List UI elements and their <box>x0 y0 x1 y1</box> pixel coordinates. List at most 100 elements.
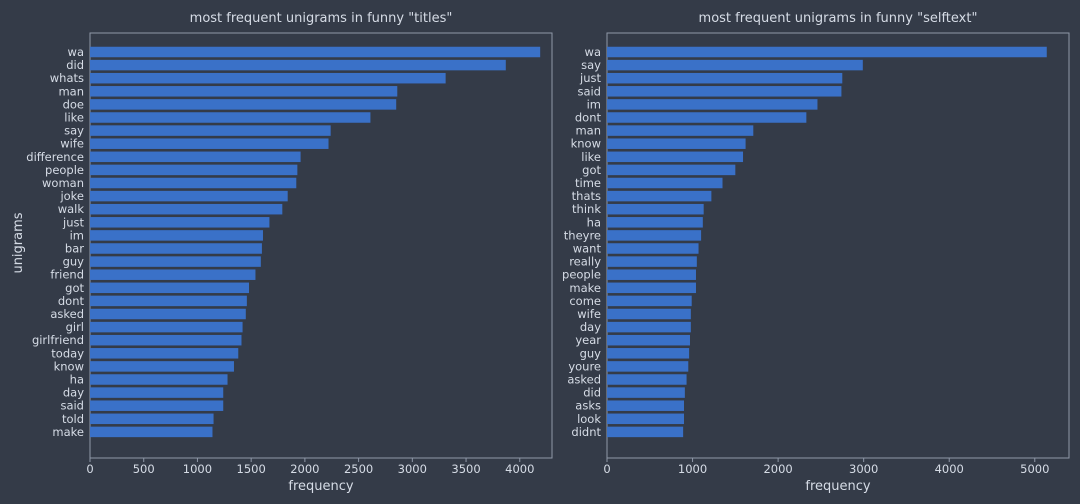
bar-selftext-said <box>607 86 842 97</box>
bar-selftext-did <box>607 387 685 398</box>
ytick-label-selftext-say: say <box>581 58 601 72</box>
ytick-label-titles-make: make <box>52 425 84 439</box>
ytick-label-selftext-thats: thats <box>572 189 601 203</box>
ytick-label-titles-asked: asked <box>50 307 84 321</box>
bar-selftext-year <box>607 334 690 346</box>
ytick-label-selftext-asked: asked <box>567 373 601 387</box>
ytick-label-titles-dont: dont <box>58 294 85 308</box>
bar-titles-guy <box>90 256 261 267</box>
chart-selftext-plot: wasayjustsaidimdontmanknowlikegottimetha… <box>562 32 1070 476</box>
xtick-label-selftext-4000: 4000 <box>935 462 964 476</box>
ytick-label-selftext-come: come <box>569 294 601 308</box>
bar-titles-wife <box>90 138 329 149</box>
bar-titles-girl <box>90 321 243 333</box>
xtick-label-titles-3500: 3500 <box>451 462 480 476</box>
xtick-label-titles-1500: 1500 <box>237 462 266 476</box>
bar-selftext-want <box>607 243 699 254</box>
xtick-label-selftext-1000: 1000 <box>678 462 707 476</box>
bar-selftext-say <box>607 59 863 71</box>
xtick-label-titles-3000: 3000 <box>398 462 427 476</box>
ytick-label-selftext-want: want <box>573 242 602 256</box>
chart-titles-ylabel: unigrams <box>11 212 26 273</box>
bar-selftext-guy <box>607 348 690 359</box>
bar-titles-day <box>90 387 224 398</box>
bar-titles-said <box>90 400 224 411</box>
xtick-label-titles-0: 0 <box>86 462 93 476</box>
bar-selftext-look <box>607 413 684 425</box>
ytick-label-selftext-just: just <box>579 71 601 85</box>
ytick-label-titles-guy: guy <box>63 255 85 269</box>
xtick-label-selftext-5000: 5000 <box>1020 462 1049 476</box>
ytick-label-titles-difference: difference <box>26 150 84 164</box>
ytick-label-selftext-time: time <box>575 176 601 190</box>
ytick-label-selftext-look: look <box>577 412 601 426</box>
ytick-label-titles-today: today <box>51 346 84 360</box>
xtick-label-selftext-2000: 2000 <box>763 462 792 476</box>
bar-titles-man <box>90 86 398 97</box>
bar-selftext-dont <box>607 112 807 123</box>
xtick-label-titles-1000: 1000 <box>183 462 212 476</box>
bar-titles-joke <box>90 190 288 202</box>
ytick-label-titles-like: like <box>64 111 84 125</box>
ytick-label-selftext-got: got <box>582 163 601 177</box>
bar-selftext-im <box>607 99 818 110</box>
ytick-label-titles-girlfriend: girlfriend <box>32 333 84 347</box>
ytick-label-titles-im: im <box>70 228 84 242</box>
bar-titles-just <box>90 217 270 228</box>
bar-selftext-asked <box>607 374 687 385</box>
ytick-label-selftext-im: im <box>587 97 601 111</box>
ytick-label-selftext-like: like <box>581 150 601 164</box>
ytick-label-titles-told: told <box>62 412 84 426</box>
bar-selftext-make <box>607 282 696 294</box>
bar-selftext-time <box>607 177 723 189</box>
ytick-label-titles-joke: joke <box>59 189 84 203</box>
ytick-label-titles-wa: wa <box>68 45 84 59</box>
xtick-label-titles-2000: 2000 <box>290 462 319 476</box>
ytick-label-selftext-wa: wa <box>585 45 601 59</box>
bar-titles-today <box>90 348 239 359</box>
ytick-label-selftext-day: day <box>580 320 601 334</box>
chart-titles-plot: wadidwhatsmandoelikesaywifedifferencepeo… <box>26 32 553 476</box>
bar-titles-walk <box>90 203 283 215</box>
bar-selftext-just <box>607 72 843 84</box>
bar-titles-woman <box>90 177 297 189</box>
ytick-label-selftext-dont: dont <box>575 111 602 125</box>
bar-titles-people <box>90 164 298 176</box>
ytick-label-selftext-wife: wife <box>577 307 601 321</box>
ytick-label-titles-wife: wife <box>60 137 84 151</box>
bar-titles-doe <box>90 99 397 110</box>
bar-selftext-wife <box>607 308 691 320</box>
bar-selftext-think <box>607 203 704 215</box>
bar-titles-make <box>90 426 213 438</box>
bar-selftext-know <box>607 138 746 149</box>
ytick-label-selftext-asks: asks <box>575 399 601 413</box>
ytick-label-selftext-theyre: theyre <box>564 228 601 242</box>
ytick-label-selftext-did: did <box>583 386 601 400</box>
chart-titles-title: most frequent unigrams in funny "titles" <box>190 11 453 26</box>
ytick-label-titles-just: just <box>62 215 84 229</box>
bar-selftext-day <box>607 321 691 333</box>
chart-titles: most frequent unigrams in funny "titles"… <box>11 11 553 494</box>
bar-titles-girlfriend <box>90 334 242 346</box>
ytick-label-titles-ha: ha <box>70 373 84 387</box>
bar-titles-got <box>90 282 250 294</box>
ytick-label-titles-friend: friend <box>50 268 84 282</box>
ytick-label-titles-girl: girl <box>66 320 84 334</box>
bar-titles-told <box>90 413 214 425</box>
ytick-label-selftext-know: know <box>571 137 601 151</box>
bar-selftext-man <box>607 125 754 136</box>
ytick-label-selftext-ha: ha <box>587 215 601 229</box>
chart-selftext-xlabel: frequency <box>805 479 871 494</box>
bar-titles-did <box>90 59 506 71</box>
xtick-label-selftext-0: 0 <box>603 462 610 476</box>
xtick-label-titles-2500: 2500 <box>344 462 373 476</box>
bar-selftext-thats <box>607 190 712 202</box>
xtick-label-titles-500: 500 <box>133 462 155 476</box>
ytick-label-titles-man: man <box>58 84 84 98</box>
bar-titles-say <box>90 125 331 136</box>
xtick-label-titles-4000: 4000 <box>505 462 534 476</box>
ytick-label-titles-know: know <box>54 359 84 373</box>
chart-selftext: most frequent unigrams in funny "selftex… <box>562 11 1070 494</box>
ytick-label-selftext-guy: guy <box>580 346 602 360</box>
bar-titles-dont <box>90 295 247 307</box>
